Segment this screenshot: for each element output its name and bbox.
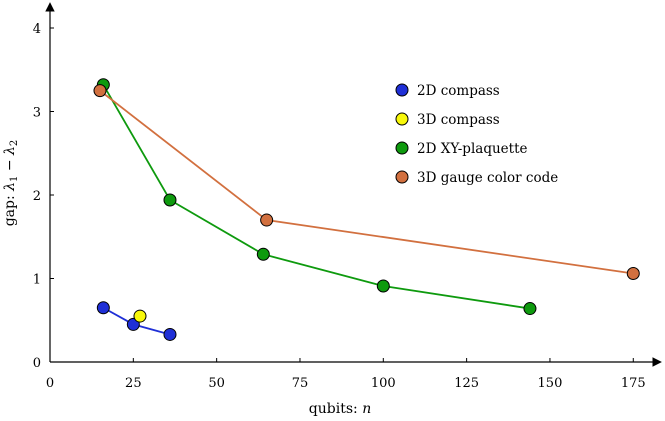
- x-axis-title-prefix: qubits:: [309, 401, 362, 417]
- legend-marker: [395, 112, 409, 126]
- y-axis-title-sub2: 2: [9, 140, 20, 146]
- x-tick-label: 150: [538, 376, 563, 391]
- x-axis-title: qubits: n: [309, 401, 371, 417]
- x-tick-label: 0: [46, 376, 54, 391]
- x-tick-label: 50: [208, 376, 225, 391]
- legend-label: 2D compass: [417, 83, 500, 99]
- y-axis-title-prefix: gap:: [2, 191, 18, 226]
- legend-marker: [395, 141, 409, 155]
- x-tick-label: 75: [292, 376, 309, 391]
- data-point: [256, 247, 270, 261]
- plot-area: [93, 78, 640, 341]
- y-axis-title-minus: −: [2, 155, 18, 176]
- x-axis-title-var: n: [362, 401, 371, 417]
- data-point: [93, 84, 107, 98]
- y-axis-title-lambda1: λ: [2, 182, 18, 192]
- data-point: [376, 279, 390, 293]
- legend: 2D compass 3D compass 2D XY-plaquette 3D ga…: [395, 83, 558, 186]
- y-axis-title: gap: λ1 − λ2: [2, 140, 20, 227]
- y-tick-label: 1: [33, 273, 41, 288]
- x-tick-label: 125: [454, 376, 479, 391]
- x-axis: 0 25 50 75 100 125 150 175 qubits: n: [46, 357, 662, 417]
- y-tick-label: 0: [33, 356, 41, 371]
- legend-label: 3D gauge color code: [417, 170, 558, 186]
- y-axis-title-sub1: 1: [9, 176, 20, 182]
- y-ticks: 0 1 2 3 4: [33, 22, 54, 371]
- x-ticks: 0 25 50 75 100 125 150 175: [46, 358, 646, 391]
- data-point: [163, 327, 177, 341]
- legend-marker: [395, 170, 409, 184]
- legend-label: 2D XY-plaquette: [417, 141, 527, 157]
- data-point: [96, 301, 110, 315]
- legend-marker: [395, 83, 409, 97]
- data-point: [523, 302, 537, 316]
- y-axis-title-lambda2: λ: [2, 146, 18, 156]
- data-point: [626, 266, 640, 280]
- y-tick-label: 2: [33, 189, 41, 204]
- data-point: [163, 193, 177, 207]
- x-tick-label: 175: [621, 376, 646, 391]
- y-tick-label: 4: [33, 22, 41, 37]
- legend-label: 3D compass: [417, 112, 500, 128]
- data-point: [260, 213, 274, 227]
- x-tick-label: 25: [125, 376, 142, 391]
- x-tick-label: 100: [371, 376, 396, 391]
- data-point: [133, 309, 147, 323]
- y-tick-label: 3: [33, 106, 41, 121]
